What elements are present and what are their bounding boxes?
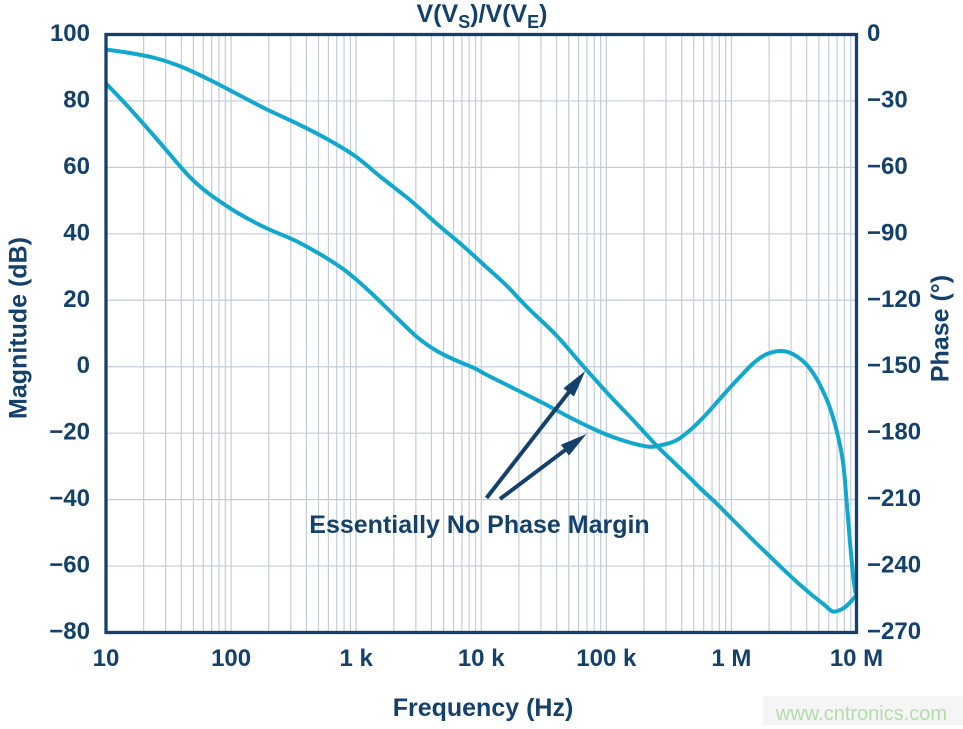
svg-text:V(VS)/V(VE): V(VS)/V(VE) (417, 0, 548, 32)
svg-text:20: 20 (63, 286, 90, 313)
svg-text:www.cntronics.com: www.cntronics.com (775, 703, 947, 725)
svg-text:−120: −120 (867, 286, 921, 313)
svg-text:100 k: 100 k (576, 645, 637, 672)
svg-text:1 k: 1 k (340, 645, 374, 672)
svg-text:−60: −60 (867, 153, 908, 180)
svg-text:Frequency (Hz): Frequency (Hz) (393, 694, 574, 722)
svg-text:−240: −240 (867, 552, 921, 579)
svg-text:−20: −20 (49, 419, 90, 446)
svg-text:−270: −270 (867, 618, 921, 645)
svg-text:10: 10 (93, 645, 120, 672)
svg-text:0: 0 (77, 352, 90, 379)
svg-text:−150: −150 (867, 352, 921, 379)
svg-text:100: 100 (50, 20, 90, 47)
svg-text:−80: −80 (49, 618, 90, 645)
svg-text:40: 40 (63, 219, 90, 246)
svg-text:Essentially No Phase Margin: Essentially No Phase Margin (309, 511, 649, 539)
svg-text:10 k: 10 k (458, 645, 505, 672)
svg-text:60: 60 (63, 153, 90, 180)
svg-text:−210: −210 (867, 485, 921, 512)
svg-text:−60: −60 (49, 552, 90, 579)
svg-text:Phase (°): Phase (°) (927, 275, 955, 382)
svg-text:−90: −90 (867, 219, 908, 246)
svg-text:80: 80 (63, 86, 90, 113)
svg-text:−180: −180 (867, 419, 921, 446)
svg-text:0: 0 (867, 20, 880, 47)
svg-text:−40: −40 (49, 485, 90, 512)
svg-text:−30: −30 (867, 86, 908, 113)
svg-text:100: 100 (211, 645, 251, 672)
svg-text:10 M: 10 M (830, 645, 883, 672)
svg-text:Magnitude (dB): Magnitude (dB) (5, 237, 33, 419)
svg-text:1 M: 1 M (711, 645, 751, 672)
